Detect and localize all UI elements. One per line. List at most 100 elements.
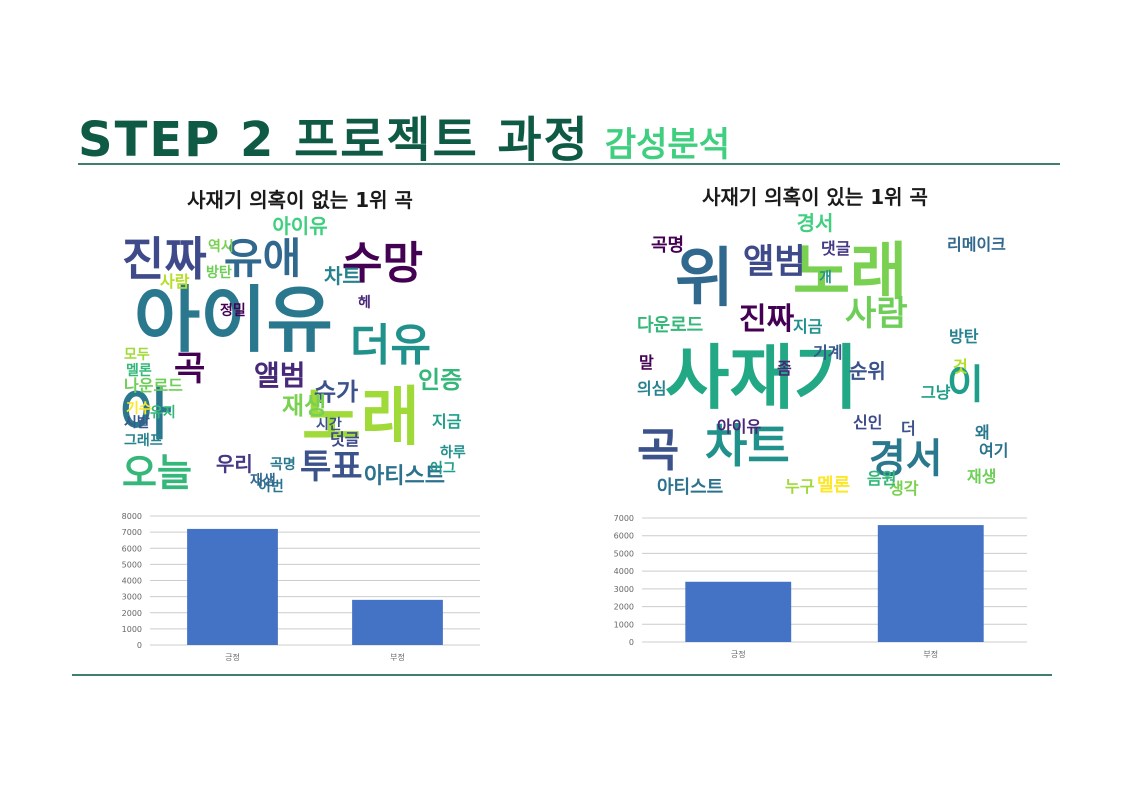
left-x-tick-label: 긍정	[225, 652, 240, 662]
left-y-tick-label: 8000	[122, 512, 142, 521]
slide-title-sub: 감성분석	[604, 125, 730, 165]
right-cloud-word: 리메이크	[947, 235, 1006, 254]
right-cloud-word: 댓글	[821, 239, 851, 258]
right-cloud-word: 사재기	[665, 337, 859, 419]
title-divider	[78, 163, 1060, 165]
right-cloud-word: 이	[947, 362, 984, 408]
left-cloud-word: 그래프	[124, 433, 163, 449]
right-panel-artist: 경서	[796, 211, 834, 235]
left-y-tick-label: 3000	[122, 593, 142, 602]
left-bar-0	[187, 528, 278, 645]
right-cloud-word: 지금	[793, 317, 823, 336]
right-cloud-word: 신인	[853, 413, 883, 432]
right-chart-svg: 0 1000 2000 3000 4000 5000 6000 7000 긍정 부정	[614, 514, 1027, 659]
left-word-cloud: 아이유 노래 진짜 유애 수망 오늘 아 투표 더유 앨범 곡 인증 아티스트 슈가 차트 우리 재생 나운로드 사…	[120, 236, 476, 502]
right-cloud-word: 멜론	[817, 475, 851, 496]
right-cloud-word: 말	[639, 353, 654, 372]
left-y-tick-label: 7000	[122, 528, 142, 537]
left-cloud-word: 아	[120, 383, 172, 448]
left-cloud-word: 곡	[174, 349, 206, 389]
right-y-tick-label: 1000	[614, 620, 634, 629]
left-cloud-word: 인증	[418, 366, 463, 394]
right-cloud-word: 방탄	[949, 327, 979, 346]
left-cloud-word: 유애	[224, 236, 302, 283]
right-word-cloud: 사재기 노래 위 곡 차트 경서 앨범 사람 진짜 이 다운로드 아이유 아티스트 재생 멜론 순위 생각 방탄 왜…	[635, 233, 1010, 508]
right-cloud-word: 아티스트	[657, 477, 724, 498]
right-y-tick-label: 2000	[614, 603, 634, 612]
left-cloud-word: 나운로드	[124, 376, 183, 395]
left-cloud-word: 역시	[208, 239, 234, 255]
left-cloud-word: 기수	[126, 401, 152, 417]
left-bar-1	[352, 599, 443, 645]
right-cloud-word: 재생	[967, 467, 997, 486]
left-cloud-word: 곡명	[270, 457, 296, 473]
right-cloud-word: 그냥	[921, 383, 951, 402]
right-y-tick-label: 5000	[614, 549, 634, 558]
right-cloud-word: 차트	[705, 419, 790, 473]
left-chart-svg: 0 1000 2000 3000 4000 5000 6000 7000 8000 긍정 부정	[122, 512, 480, 662]
left-cloud-word: 차트	[324, 264, 361, 288]
right-cloud-word: 사람	[845, 294, 908, 334]
right-y-tick-label: 3000	[614, 585, 634, 594]
left-cloud-word: 재생	[250, 473, 276, 489]
left-y-tick-label: 0	[137, 641, 142, 650]
right-cloud-word: 여기	[979, 441, 1009, 460]
left-cloud-word: 유지	[150, 405, 176, 421]
right-cloud-word: 노래	[793, 235, 908, 308]
right-cloud-word: 왜	[975, 423, 990, 442]
left-cloud-word: 헤	[358, 295, 371, 311]
left-cloud-word: 진짜	[122, 236, 207, 286]
left-panel-artist: 아이유	[272, 214, 328, 238]
left-cloud-word: 아티스트	[364, 464, 445, 489]
left-panel-heading: 사재기 의혹이 없는 1위 곡	[187, 188, 413, 212]
left-y-tick-label: 1000	[122, 625, 142, 634]
left-cloud-word: 지금	[432, 412, 462, 431]
right-cloud-word: 앨범	[743, 242, 806, 282]
right-cloud-word: 음원	[867, 469, 897, 488]
right-x-tick-label: 부정	[923, 649, 938, 659]
right-y-tick-label: 0	[629, 638, 634, 647]
right-sentiment-bar-chart: 0 1000 2000 3000 4000 5000 6000 7000 긍정 부정	[600, 512, 1035, 662]
right-cloud-word: 좀	[777, 359, 792, 378]
left-cloud-word: 시간	[316, 417, 342, 433]
left-y-tick-label: 4000	[122, 577, 142, 586]
left-cloud-word: 어그	[430, 461, 456, 477]
right-bar-1	[877, 525, 984, 642]
left-sentiment-bar-chart: 0 1000 2000 3000 4000 5000 6000 7000 8000 긍정 부정	[108, 510, 488, 665]
left-cloud-word: 우리	[216, 452, 253, 476]
right-cloud-word: 순위	[849, 359, 886, 383]
left-y-tick-label: 6000	[122, 544, 142, 553]
right-cloud-word: 기계	[813, 343, 843, 362]
left-cloud-word: 모두	[124, 347, 150, 363]
slide-title-main: STEP 2 프로젝트 과정	[78, 112, 590, 168]
right-cloud-word: 다운로드	[637, 315, 704, 336]
right-cloud-word: 의심	[637, 379, 667, 398]
left-cloud-word: 노래	[302, 381, 420, 455]
right-cloud-word: 진짜	[739, 302, 795, 337]
right-x-tick-label: 긍정	[731, 649, 746, 659]
right-cloud-word: 더	[901, 419, 916, 438]
left-y-tick-label: 2000	[122, 609, 142, 618]
right-panel-heading: 사재기 의혹이 있는 1위 곡	[702, 185, 928, 209]
right-cloud-word: 위	[675, 242, 734, 316]
left-cloud-word: 방탄	[206, 265, 232, 281]
left-cloud-word: 앨범	[254, 359, 306, 392]
right-y-tick-label: 7000	[614, 514, 634, 523]
left-cloud-word: 정밀	[220, 303, 246, 319]
right-cloud-word: 아이유	[717, 417, 762, 436]
right-y-tick-label: 4000	[614, 567, 634, 576]
slide-title: STEP 2 프로젝트 과정 감성분석	[78, 100, 730, 170]
right-cloud-word: 곡	[637, 423, 680, 477]
right-cloud-word: 생각	[889, 479, 919, 498]
left-cloud-word: 하루	[440, 445, 466, 461]
right-cloud-word: 곡명	[651, 235, 685, 256]
left-cloud-word: 오늘	[122, 451, 192, 495]
right-cloud-word: 개	[819, 270, 832, 286]
right-bar-0	[685, 581, 792, 642]
left-cloud-word: 이번	[258, 479, 284, 495]
left-cloud-word: 슈가	[314, 378, 359, 406]
left-x-tick-label: 부정	[390, 652, 405, 662]
right-cloud-word: 누구	[785, 477, 815, 496]
left-cloud-word: 투표	[300, 447, 363, 487]
left-cloud-word: 더유	[350, 320, 431, 371]
